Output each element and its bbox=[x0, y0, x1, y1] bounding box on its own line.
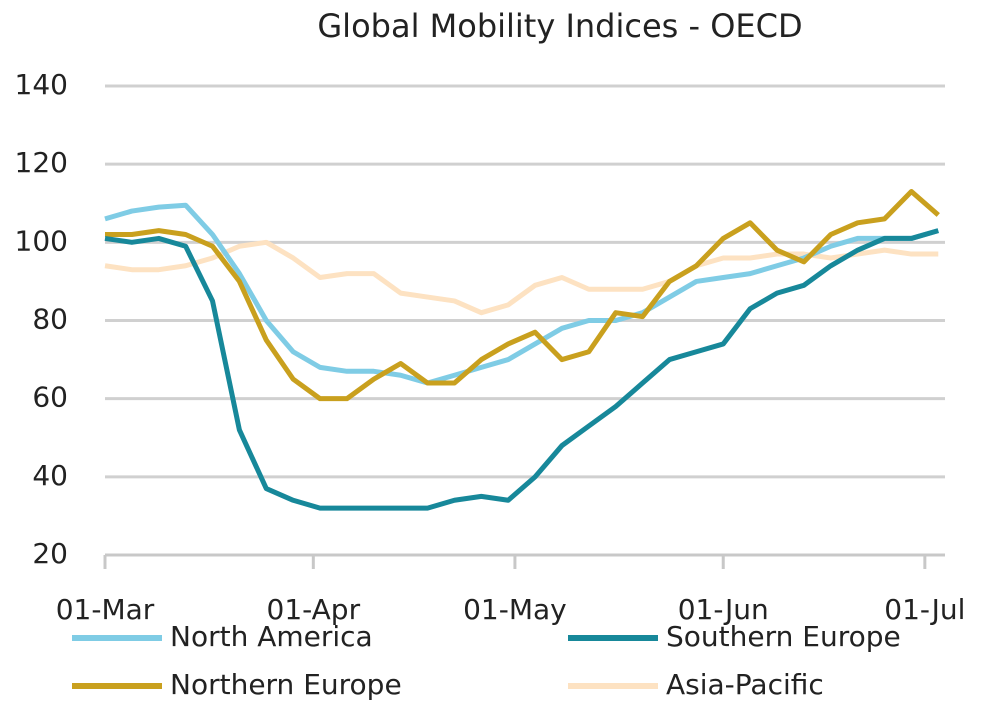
y-tick-label: 100 bbox=[15, 224, 68, 257]
legend-label: Southern Europe bbox=[666, 620, 901, 653]
x-tick-label: 01-Jul bbox=[884, 593, 965, 626]
legend-label: Asia-Pacific bbox=[666, 668, 824, 701]
legend-label: North America bbox=[170, 620, 373, 653]
series-line bbox=[105, 189, 940, 402]
y-tick-label: 20 bbox=[32, 537, 68, 570]
y-tick-label: 60 bbox=[32, 381, 68, 414]
x-tick-label: 01-May bbox=[463, 593, 567, 626]
y-tick-label: 80 bbox=[32, 303, 68, 336]
x-tick-label: 01-Jun bbox=[678, 593, 769, 626]
y-tick-label: 120 bbox=[15, 146, 68, 179]
series-line bbox=[104, 228, 939, 511]
x-tick-label: 01-Mar bbox=[56, 593, 155, 626]
y-tick-label: 40 bbox=[32, 459, 68, 492]
legend-label: Northern Europe bbox=[170, 668, 402, 701]
chart-title: Global Mobility Indices - OECD bbox=[317, 7, 802, 45]
series-line bbox=[104, 239, 939, 316]
y-tick-label: 140 bbox=[15, 68, 68, 101]
x-tick-label: 01-Apr bbox=[267, 593, 361, 626]
